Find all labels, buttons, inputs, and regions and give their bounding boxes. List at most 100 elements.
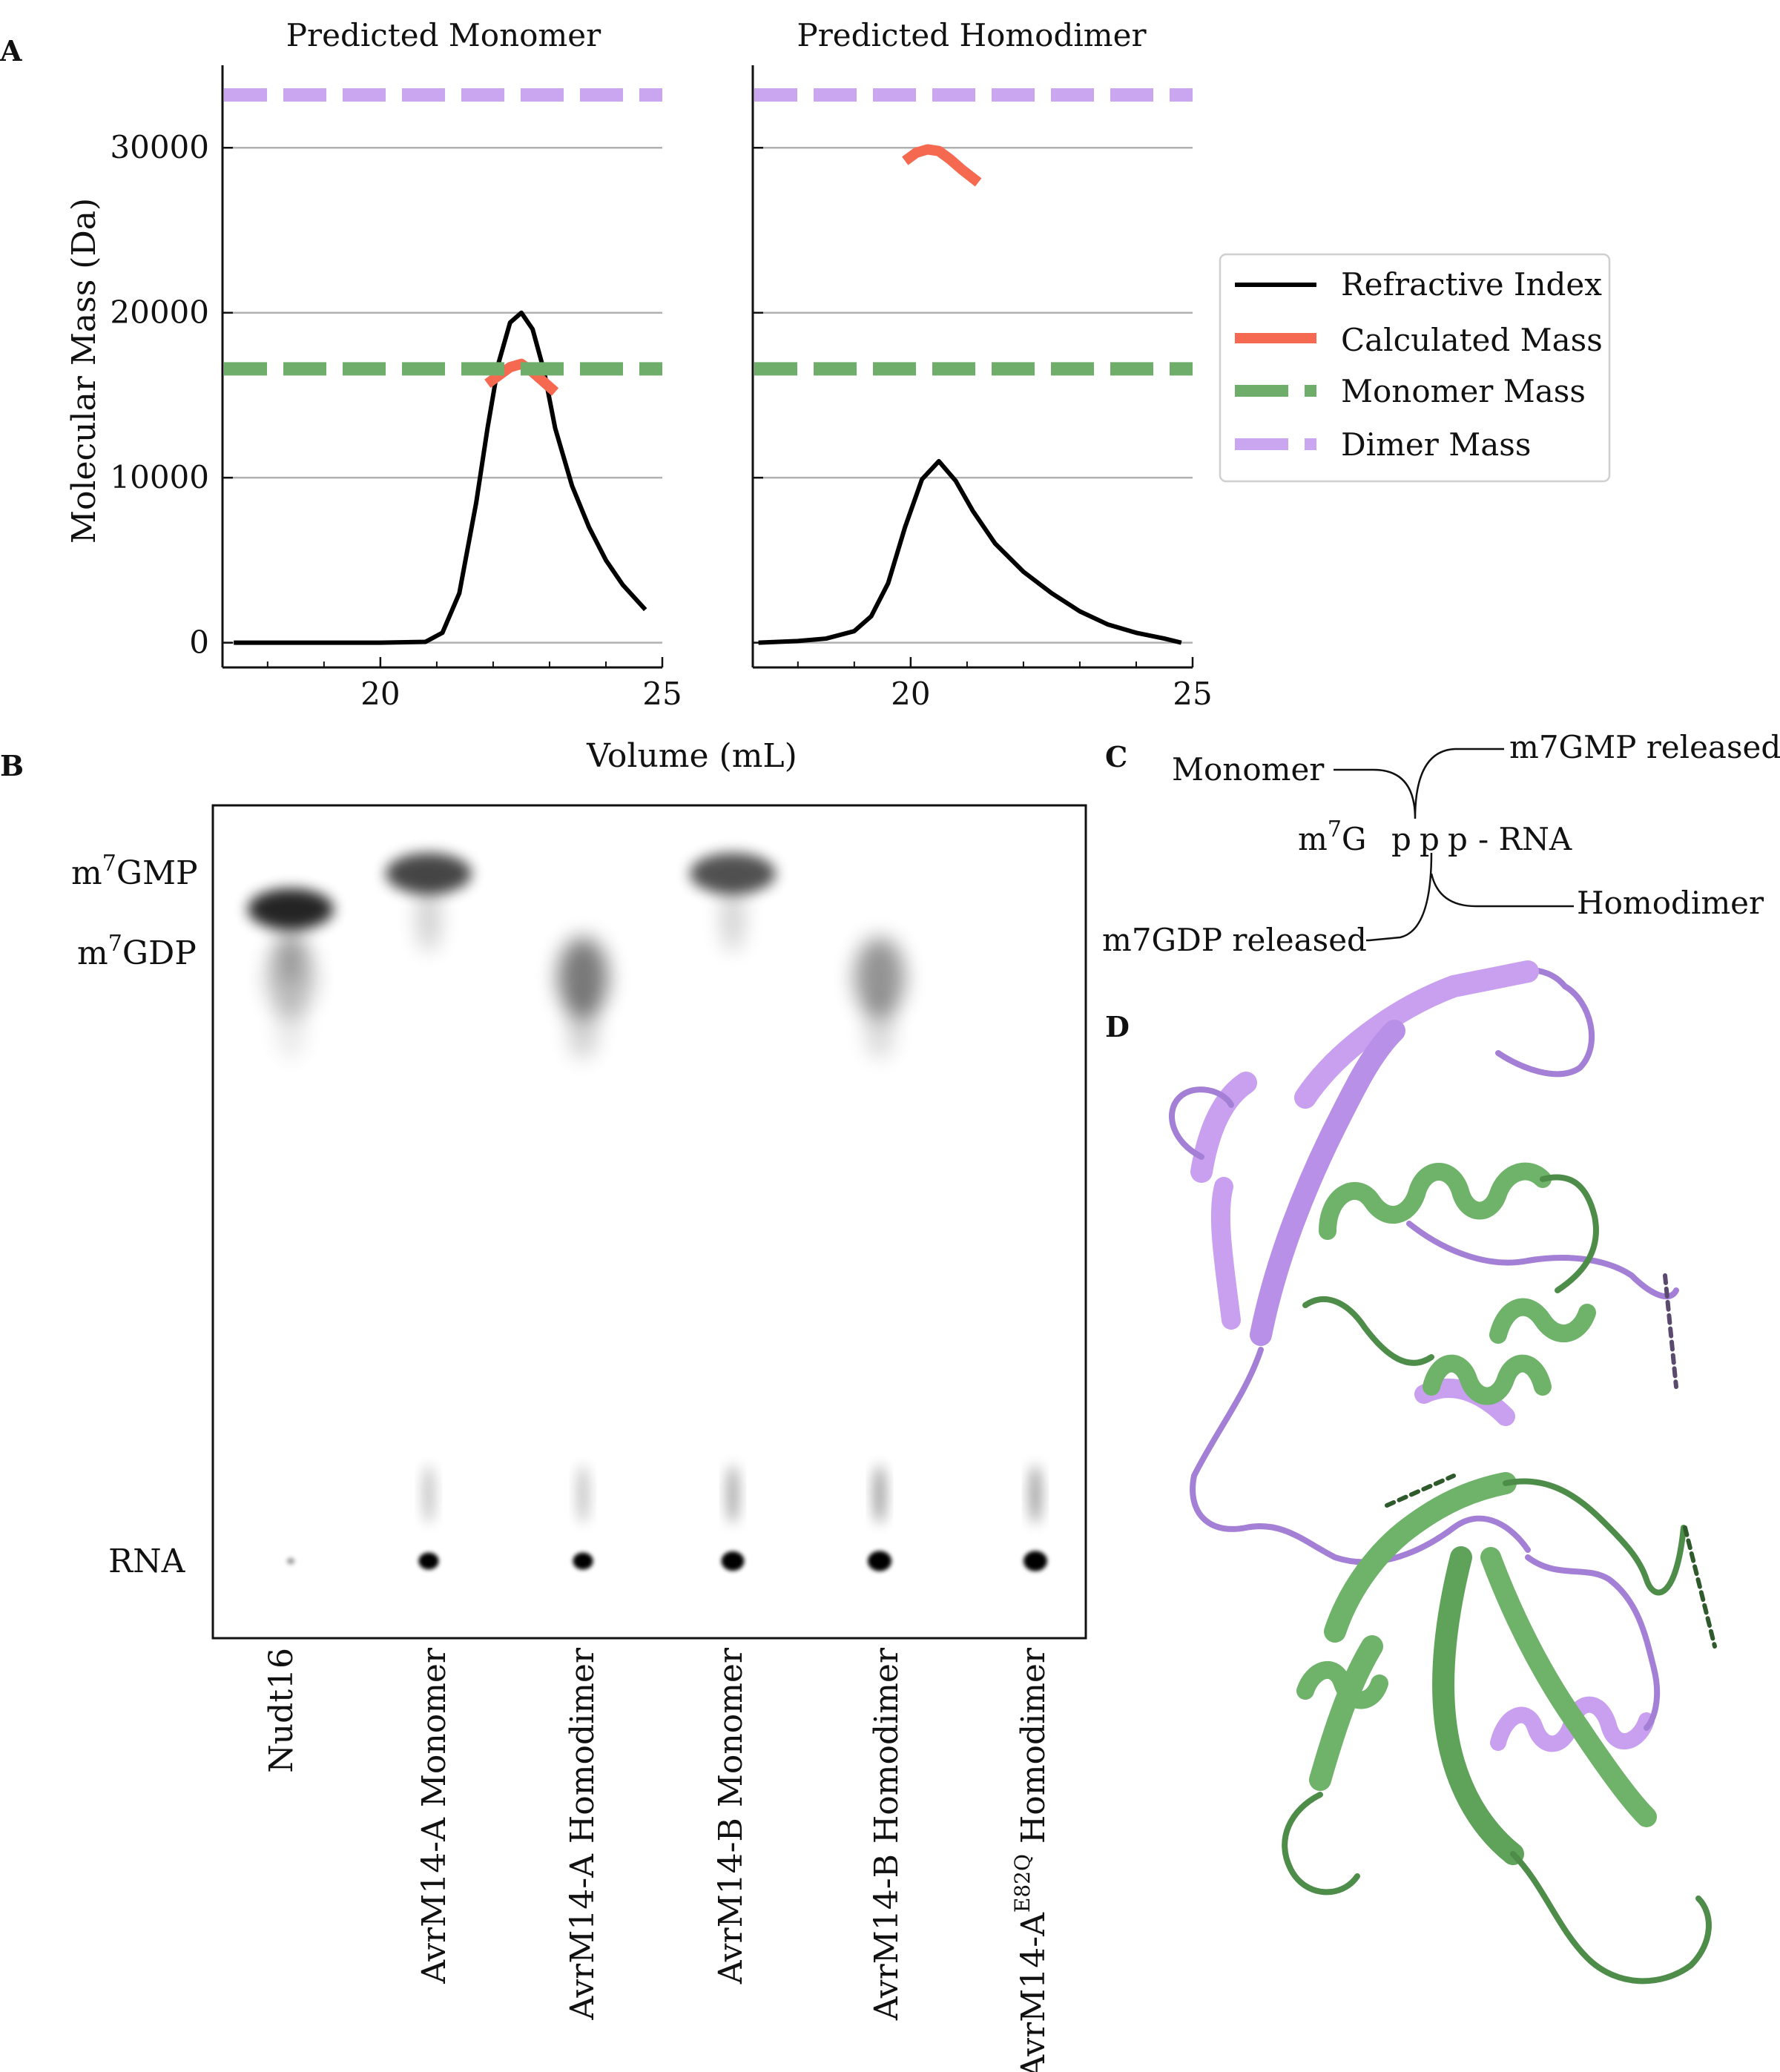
chain-b-strand-3	[1432, 1546, 1524, 1865]
chain-b-helix-mid	[1489, 1298, 1596, 1344]
scheme-phosphate-3: p	[1448, 821, 1468, 857]
panel-b-letter: B	[0, 749, 24, 782]
legend-frame	[1219, 253, 1611, 483]
tlc-gel	[211, 804, 1087, 1640]
lane-label-e82q-rest: Homodimer	[1015, 1647, 1052, 1854]
chain-a-strand-1	[1294, 960, 1539, 1109]
chain-b-dashed-gap	[1683, 1525, 1717, 1649]
series-calculated-mass	[902, 144, 982, 187]
band-label-gdp-sup: 7	[108, 931, 122, 957]
plot-title-monomer: Predicted Monomer	[286, 17, 601, 53]
gel-spot-rna	[418, 1552, 439, 1570]
scheme-rna: - RNA	[1478, 821, 1572, 857]
chain-a-purple	[1169, 960, 1679, 1752]
chain-b-strand-2	[1309, 1635, 1383, 1791]
chain-b-helix-top	[1319, 1162, 1552, 1240]
chain-b-strand-4	[1480, 1547, 1657, 1827]
x-tick-label-20: 20	[360, 676, 400, 712]
y-tick-label-10000: 10000	[110, 459, 209, 495]
chain-b-helix-left	[1296, 1660, 1388, 1709]
svg-text:m7GMP: m7GMP	[71, 851, 198, 892]
gel-spot-gdp-tail	[568, 1000, 598, 1059]
gel-spot-gdp	[558, 937, 608, 1017]
chain-a-loop-lower	[1190, 1347, 1531, 1565]
y-tick-label-30000: 30000	[110, 129, 209, 165]
chain-b-helix-mid2	[1423, 1354, 1552, 1405]
chain-a-strand-4	[1210, 1177, 1241, 1330]
lane-label-e82q-sup: E82Q	[1010, 1854, 1035, 1913]
cleavage-scheme: Monomer m7GMP released m7G p p p - RNA H…	[1102, 729, 1780, 958]
gel-spot-rna	[721, 1551, 745, 1571]
band-label-gmp-base: m	[71, 854, 102, 892]
chain-b-loop-mid	[1302, 1296, 1434, 1366]
x-tick-label-20: 20	[891, 676, 930, 712]
gel-spot-gdp	[266, 937, 316, 1017]
scheme-monomer-connector	[1334, 748, 1504, 819]
gel-spot-gmp-tail	[721, 884, 745, 952]
scheme-homodimer-label: Homodimer	[1577, 885, 1764, 921]
lane-label-avrm14-a-e82q-homodimer: AvrM14-AE82Q Homodimer	[1010, 1647, 1052, 2072]
scheme-homodimer-connector	[1366, 852, 1433, 942]
svg-text:m7GDP: m7GDP	[77, 931, 197, 972]
gel-spot-gdp-tail	[276, 1000, 306, 1059]
panel-c-letter: C	[1105, 740, 1127, 773]
plot-title-homodimer: Predicted Homodimer	[797, 17, 1147, 53]
legend-label-dimer-mass: Dimer Mass	[1341, 426, 1531, 463]
scheme-cap-sup: 7	[1328, 816, 1342, 842]
scheme-phosphate-1: p	[1391, 821, 1411, 857]
gel-frame	[211, 804, 1087, 1640]
panel-d-letter: D	[1105, 1010, 1130, 1043]
gel-spot-rna-streak	[728, 1465, 738, 1524]
scheme-m7gdp-released: m7GDP released	[1102, 922, 1367, 958]
plot-predicted-homodimer: Predicted Homodimer 20 25	[751, 17, 1213, 712]
chain-b-loop-left	[1282, 1792, 1360, 1896]
gel-spot-rna-streak	[1030, 1465, 1041, 1524]
chain-b-loop-bottom	[1510, 1851, 1712, 1984]
legend-label-refractive-index: Refractive Index	[1341, 266, 1602, 303]
chain-a-loop-bottom	[1525, 1554, 1661, 1731]
scheme-m7gmp-released: m7GMP released	[1509, 729, 1780, 765]
gel-spot-rna	[286, 1557, 295, 1565]
scheme-phosphate-2: p	[1420, 821, 1440, 857]
scheme-homodimer-connector-right	[1430, 873, 1574, 908]
chain-a-dashed-gap	[1663, 1273, 1678, 1389]
band-label-m7gmp: m7GMP	[71, 851, 198, 892]
gel-spot-gdp	[854, 937, 905, 1017]
chain-b-dashed-gap-mid	[1385, 1474, 1456, 1508]
lane-label-avrm14-b-monomer: AvrM14-B Monomer	[712, 1647, 750, 1984]
band-label-gmp-sup: 7	[102, 851, 116, 877]
x-tick-label-25: 25	[1173, 676, 1212, 712]
band-label-gdp-rest: GDP	[122, 934, 197, 972]
y-tick-label-20000: 20000	[110, 294, 209, 331]
y-axis-label: Molecular Mass (Da)	[65, 198, 103, 544]
gel-spot-gmp	[690, 853, 776, 894]
y-tick-label-0: 0	[189, 624, 209, 661]
gel-spot-gdp-tail	[865, 1000, 894, 1059]
panel-a-letter: A	[0, 34, 22, 67]
chain-b-green	[1282, 1162, 1717, 1984]
scheme-cap-structure: m7G	[1298, 816, 1366, 857]
lane-label-avrm14-a-homodimer: AvrM14-A Homodimer	[564, 1647, 601, 2021]
gel-spot-gmp-tail	[417, 884, 441, 952]
lane-label-avrm14-b-homodimer: AvrM14-B Homodimer	[868, 1647, 906, 2021]
series-refractive-index	[234, 310, 647, 645]
lane-label-e82q-base: AvrM14-A	[1015, 1912, 1052, 2072]
plot-predicted-monomer: Predicted Monomer Molecular Mass (Da) 0 1…	[65, 17, 682, 712]
legend-label-monomer-mass: Monomer Mass	[1341, 373, 1586, 409]
chain-a-strand-2	[1250, 1020, 1405, 1346]
band-label-rna: RNA	[108, 1543, 186, 1580]
gel-spot-rna-streak	[423, 1465, 434, 1524]
gel-spot-rna-streak	[578, 1465, 588, 1524]
scheme-cap-m: m	[1298, 821, 1328, 857]
chain-b-loop-top	[1540, 1174, 1599, 1293]
gel-spot-rna	[1024, 1551, 1047, 1571]
x-axis-label: Volume (mL)	[586, 737, 797, 775]
gel-spot-gmp	[386, 853, 472, 894]
band-label-m7gdp: m7GDP	[77, 931, 197, 972]
gel-spot-gmp	[248, 888, 334, 930]
lane-label-avrm14-a-monomer: AvrM14-A Monomer	[415, 1647, 453, 1984]
gel-spot-rna-streak	[874, 1465, 885, 1524]
chart-legend: Refractive Index Calculated Mass Monomer…	[1219, 253, 1611, 483]
scheme-cap-g: G	[1342, 821, 1367, 857]
